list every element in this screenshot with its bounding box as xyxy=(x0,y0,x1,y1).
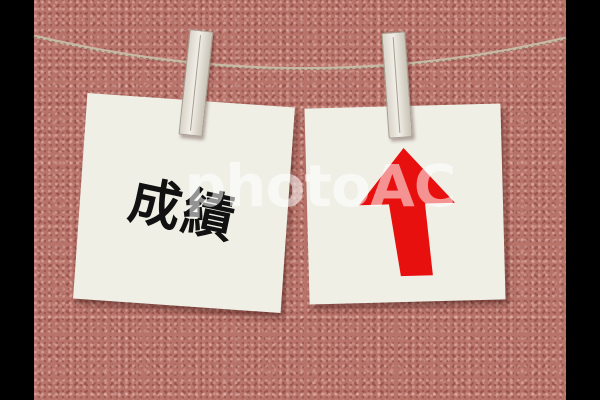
note-left-text: 成績 xyxy=(123,169,242,252)
up-arrow-icon xyxy=(359,148,455,277)
note-right xyxy=(304,103,506,305)
